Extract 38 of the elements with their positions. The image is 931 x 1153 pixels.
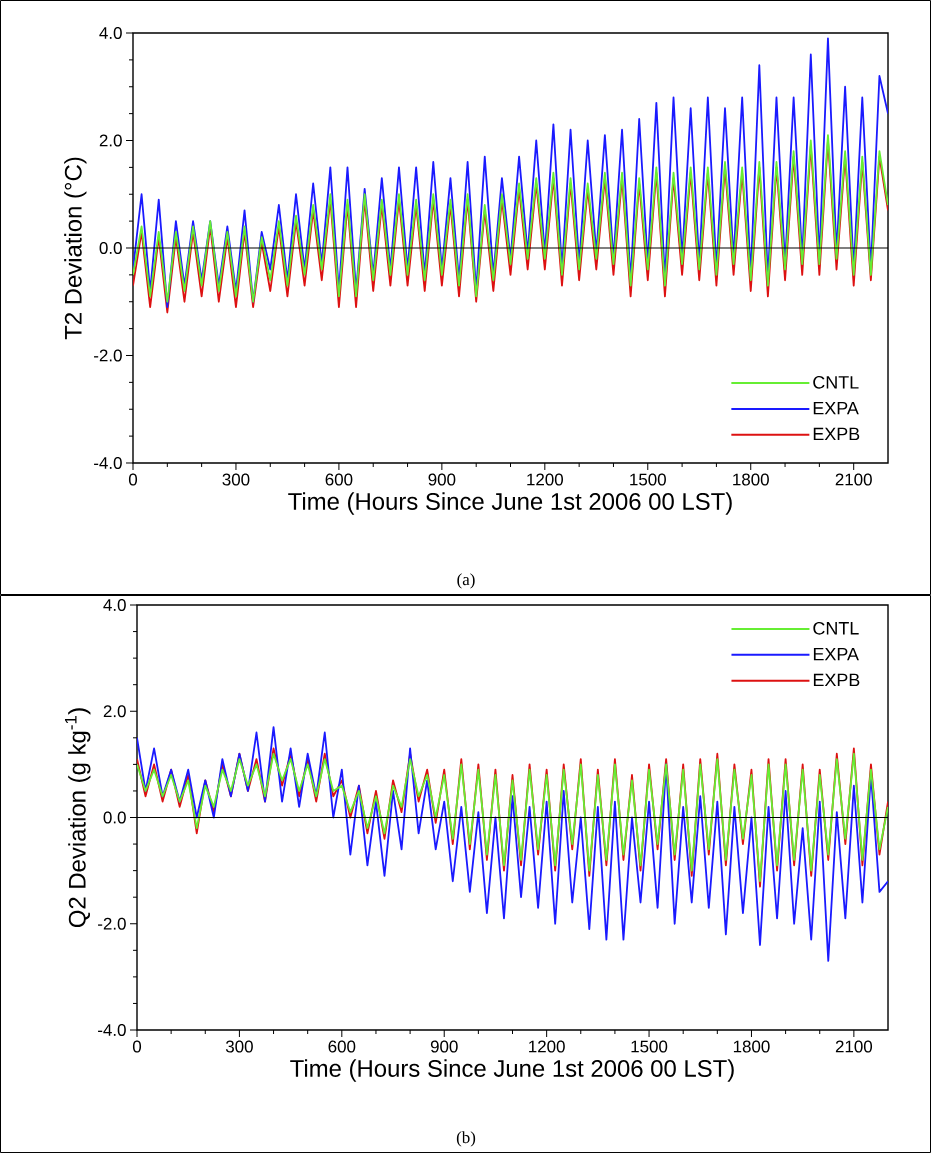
x-tick-label: 2100: [835, 473, 872, 486]
x-tick-label: 0: [132, 1040, 142, 1053]
y-tick-label: -4.0: [98, 1024, 126, 1037]
x-tick-label: 1200: [527, 473, 563, 486]
y-axis-title: T2 Deviation (°C): [64, 157, 87, 340]
legend-label: EXPA: [813, 647, 859, 661]
y-tick-label: -2.0: [98, 917, 126, 930]
x-tick-label: 1200: [529, 1040, 565, 1053]
x-tick-label: 2100: [835, 1040, 873, 1053]
y-axis-title: Q2 Deviation (g kg$^{-1}$): [64, 708, 91, 928]
y-tick-label: 2.0: [99, 134, 122, 147]
legend-label: EXPB: [813, 673, 860, 687]
x-tick-label: 300: [222, 473, 250, 486]
legend-label: EXPA: [813, 401, 859, 415]
y-tick-label: 2.0: [103, 705, 126, 718]
x-tick-label: 300: [225, 1040, 253, 1053]
legend-label: CNTL: [813, 375, 859, 389]
x-tick-label: 900: [430, 1040, 458, 1053]
y-tick-label: -4.0: [94, 457, 122, 469]
x-tick-label: 1800: [733, 1040, 770, 1053]
y-tick-label: 4.0: [99, 27, 122, 39]
legend-label: CNTL: [813, 621, 859, 635]
x-tick-label: 1500: [630, 473, 666, 486]
x-tick-label: 1500: [631, 1040, 668, 1053]
x-tick-label: 600: [328, 1040, 356, 1053]
legend-label: EXPB: [813, 427, 860, 441]
x-tick-label: 900: [428, 473, 456, 486]
y-tick-label: 0.0: [103, 811, 126, 824]
x-axis-title: Time (Hours Since June 1st 2006 00 LST): [290, 1059, 734, 1082]
y-tick-label: 0.0: [99, 242, 122, 254]
x-axis-title: Time (Hours Since June 1st 2006 00 LST): [288, 492, 732, 515]
x-tick-label: 0: [128, 473, 138, 486]
y-tick-label: 4.0: [103, 599, 126, 612]
text: (a): [457, 573, 475, 589]
x-tick-label: 1800: [733, 473, 769, 486]
x-tick-label: 600: [325, 473, 353, 486]
y-tick-label: -2.0: [94, 349, 122, 362]
text: (b): [456, 1131, 476, 1147]
